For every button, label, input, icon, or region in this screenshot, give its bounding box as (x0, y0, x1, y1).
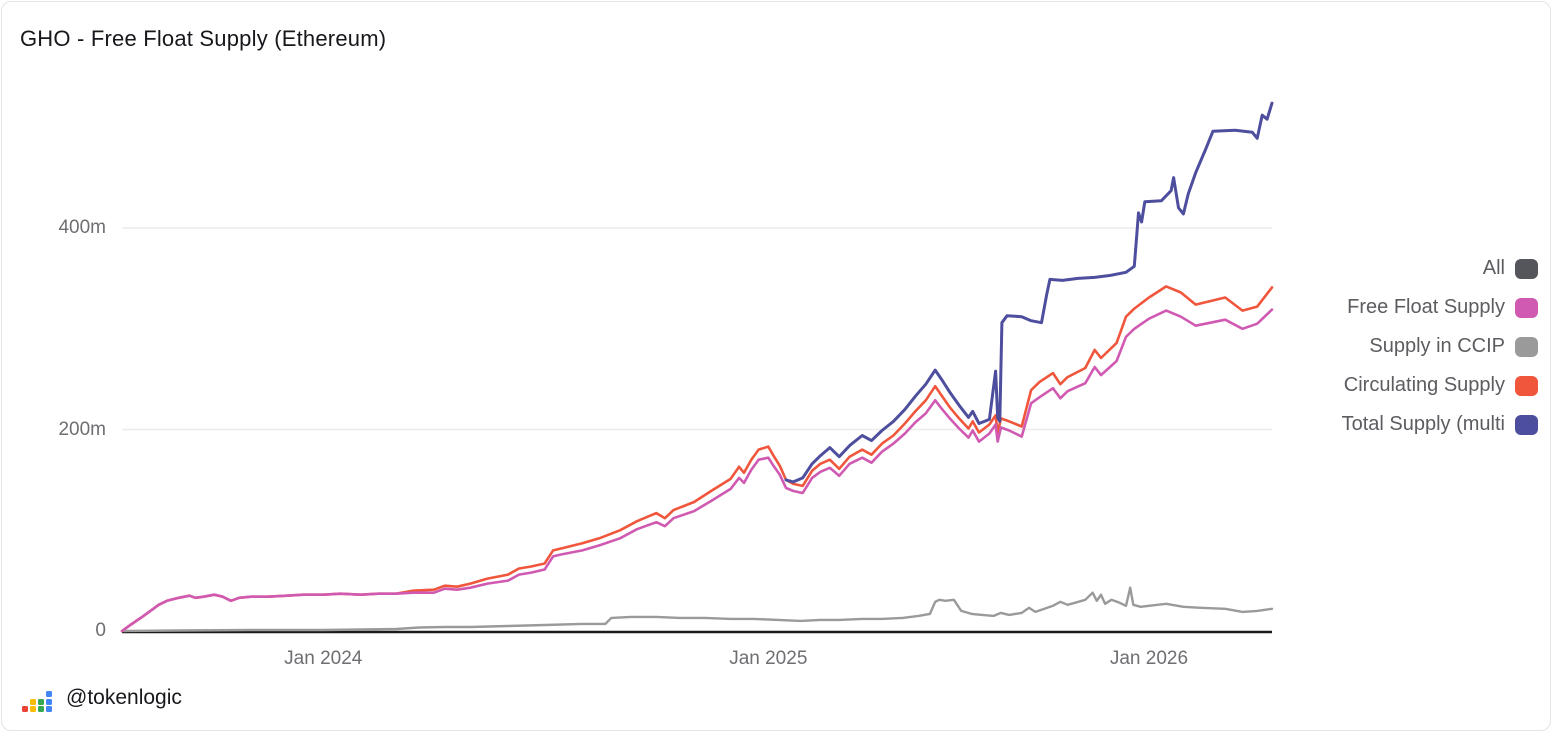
series-line-free-float-supply[interactable] (120, 308, 1274, 633)
legend-item-total-supply-multi[interactable]: Total Supply (multi (1342, 405, 1538, 444)
legend-item-free-float-supply[interactable]: Free Float Supply (1342, 288, 1538, 327)
bar-chart-icon-column (38, 697, 44, 712)
legend-item-all[interactable]: All (1342, 249, 1538, 288)
bar-chart-icon-column (22, 705, 28, 712)
series-line-total-supply-multi[interactable] (784, 101, 1274, 484)
x-tick-label: Jan 2025 (729, 648, 808, 669)
y-tick-label: 0 (95, 620, 106, 641)
legend-swatch (1515, 297, 1538, 318)
series-line-supply-in-ccip[interactable] (120, 586, 1274, 633)
legend-swatch (1515, 258, 1538, 279)
bar-chart-icon (22, 684, 54, 712)
legend-swatch (1515, 336, 1538, 357)
legend-item-label: All (1482, 257, 1505, 279)
series-line-circulating-supply[interactable] (120, 285, 1274, 633)
legend-swatch (1515, 375, 1538, 396)
y-tick-label: 400m (58, 217, 106, 238)
x-tick-label: Jan 2024 (284, 648, 363, 669)
legend-item-label: Circulating Supply (1343, 374, 1505, 396)
y-tick-label: 200m (58, 418, 106, 440)
legend-item-label: Supply in CCIP (1369, 335, 1505, 357)
legend-swatch (1515, 414, 1538, 435)
legend: All Free Float Supply Supply in CCIP Circul… (1342, 249, 1538, 444)
legend-item-label: Free Float Supply (1347, 296, 1505, 318)
legend-item-supply-in-ccip[interactable]: Supply in CCIP (1342, 327, 1538, 366)
bar-chart-icon-column (46, 690, 52, 712)
legend-item-label: Total Supply (multi (1341, 413, 1505, 435)
footer-handle[interactable]: @tokenlogic (66, 686, 182, 709)
legend-item-circulating-supply[interactable]: Circulating Supply (1342, 366, 1538, 405)
footer: @tokenlogic (22, 684, 182, 712)
bar-chart-icon-column (30, 697, 36, 712)
chart-title: GHO - Free Float Supply (Ethereum) (20, 26, 387, 51)
x-tick-label: Jan 2026 (1109, 648, 1189, 669)
